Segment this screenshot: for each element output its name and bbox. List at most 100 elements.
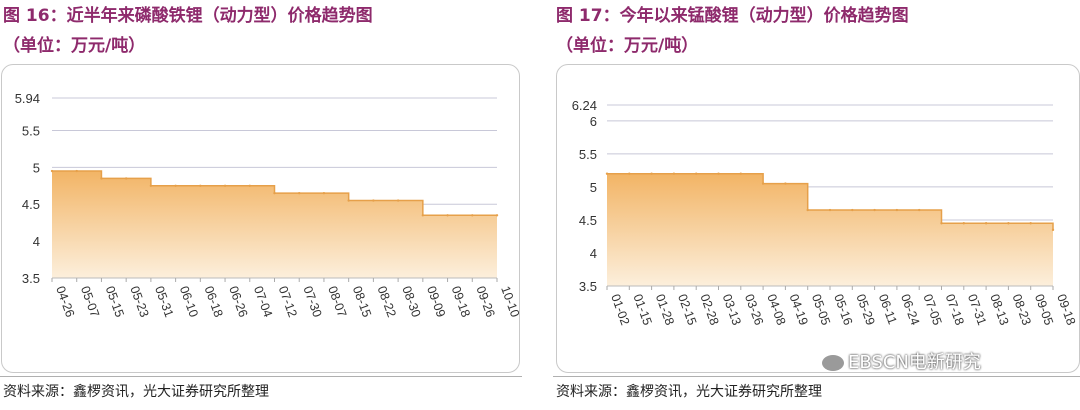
data-point bbox=[784, 182, 787, 185]
y-tick-label: 4.5 bbox=[579, 213, 597, 228]
lmo-price-chart: 6.246 5.5 5 4.5 4 3.5 01-0201-1501-2802-1502-2… bbox=[572, 98, 1079, 327]
data-point bbox=[605, 172, 609, 175]
price-area bbox=[52, 171, 497, 278]
data-point bbox=[322, 191, 326, 195]
chart-title: 图 17：今年以来锰酸锂（动力型）价格趋势图 bbox=[556, 6, 909, 26]
x-tick-label: 06-10 bbox=[177, 284, 201, 319]
x-tick-label: 06-11 bbox=[876, 292, 900, 326]
source-divider bbox=[553, 376, 1080, 377]
watermark: EBSCN电新研究 bbox=[822, 348, 981, 374]
data-point bbox=[396, 199, 400, 202]
y-tick-label: 4 bbox=[590, 246, 597, 261]
x-tick-label: 02-15 bbox=[675, 292, 699, 327]
x-tick-label: 07-31 bbox=[965, 292, 989, 327]
x-tick-label: 07-05 bbox=[920, 292, 944, 327]
source-note: 资料来源：鑫椤资讯，光大证券研究所整理 bbox=[556, 384, 822, 400]
x-tick-label: 09-18 bbox=[449, 284, 473, 319]
data-point bbox=[149, 184, 153, 187]
lfp-price-chart: 5.94 5.5 5 4.5 4 3.5 04-26 05-07 05-15 05-23 05-31… bbox=[15, 91, 522, 319]
x-tick-label: 03-13 bbox=[720, 292, 744, 327]
y-tick-label: 5 bbox=[590, 180, 597, 195]
wechat-icon bbox=[822, 355, 844, 371]
x-tick-label: 09-26 bbox=[473, 284, 497, 319]
data-point bbox=[1051, 228, 1055, 232]
data-point bbox=[372, 199, 375, 202]
x-tick-label: 05-29 bbox=[853, 292, 877, 327]
data-point bbox=[717, 172, 720, 175]
x-tick-label: 07-04 bbox=[251, 284, 275, 319]
x-tick-label: 05-15 bbox=[103, 284, 127, 319]
data-point bbox=[873, 208, 876, 212]
x-tick-label: 08-15 bbox=[350, 284, 374, 319]
chart-panel-lfp: 图 16：近半年来磷酸铁锂（动力型）价格趋势图 （单位：万元/吨） 5.94 5.… bbox=[0, 0, 522, 410]
x-tick-label: 08-13 bbox=[987, 292, 1011, 327]
chart-title: 图 16：近半年来磷酸铁锂（动力型）价格趋势图 bbox=[3, 6, 373, 26]
chart-panel-lmo: 图 17：今年以来锰酸锂（动力型）价格趋势图 （单位：万元/吨） 6.24 6 5.… bbox=[553, 0, 1080, 410]
x-tick-label: 03-26 bbox=[742, 292, 766, 327]
x-tick-label: 07-30 bbox=[300, 284, 324, 319]
data-point bbox=[1007, 222, 1010, 225]
y-tick-label: 5.94 bbox=[15, 91, 40, 106]
x-tick-label: 08-07 bbox=[325, 284, 349, 319]
x-tick-label: 07-18 bbox=[943, 292, 967, 327]
data-point bbox=[828, 208, 832, 212]
data-point bbox=[739, 172, 742, 175]
x-tick-label: 04-08 bbox=[764, 292, 788, 327]
data-point bbox=[940, 222, 943, 225]
x-tick-label: 05-31 bbox=[152, 284, 176, 319]
data-point bbox=[75, 169, 78, 173]
x-tick-label: 06-18 bbox=[202, 284, 226, 319]
data-point bbox=[1029, 222, 1032, 225]
y-tick-label: 6 bbox=[590, 114, 597, 129]
x-tick-label: 09-05 bbox=[1032, 292, 1056, 327]
x-tick-label: 01-15 bbox=[630, 292, 654, 327]
data-point bbox=[984, 222, 988, 225]
data-point bbox=[421, 214, 425, 217]
x-tick-label: 08-23 bbox=[1010, 292, 1034, 327]
x-tick-label: 10-10 bbox=[498, 284, 522, 319]
data-point bbox=[174, 184, 177, 187]
chart-subtitle: （单位：万元/吨） bbox=[3, 36, 146, 56]
x-tick-label: 02-28 bbox=[697, 292, 721, 327]
data-point bbox=[695, 172, 698, 175]
data-point bbox=[471, 214, 474, 217]
x-tick-label: 06-24 bbox=[898, 292, 922, 327]
chart-subtitle: （单位：万元/吨） bbox=[556, 36, 699, 56]
x-tick-label: 04-19 bbox=[787, 292, 811, 327]
x-tick-label: 05-07 bbox=[78, 284, 102, 319]
data-point bbox=[298, 191, 301, 195]
price-area bbox=[607, 173, 1053, 286]
x-tick-label: 08-30 bbox=[399, 284, 423, 319]
data-point bbox=[446, 214, 449, 217]
watermark-text: EBSCN电新研究 bbox=[848, 352, 981, 373]
data-point bbox=[761, 182, 765, 185]
data-point bbox=[806, 208, 809, 212]
data-point bbox=[962, 222, 965, 225]
x-tick-label: 09-09 bbox=[424, 284, 448, 319]
data-point bbox=[124, 177, 128, 180]
source-note: 资料来源：鑫椤资讯，光大证券研究所整理 bbox=[3, 384, 269, 400]
y-tick-label: 5.5 bbox=[22, 123, 40, 138]
y-tick-label: 3.5 bbox=[22, 271, 40, 286]
source-divider bbox=[0, 376, 522, 377]
data-point bbox=[672, 172, 676, 175]
data-point bbox=[50, 169, 54, 173]
data-point bbox=[347, 199, 350, 202]
data-point bbox=[223, 184, 227, 187]
y-tick-label: 6.24 bbox=[572, 98, 597, 113]
data-point bbox=[918, 208, 921, 212]
data-point bbox=[495, 214, 499, 217]
y-tick-label: 5.5 bbox=[579, 147, 597, 162]
data-point bbox=[100, 177, 103, 180]
x-tick-label: 08-22 bbox=[375, 284, 399, 319]
y-tick-label: 5 bbox=[33, 160, 40, 175]
x-tick-label: 05-16 bbox=[831, 292, 855, 327]
x-tick-label: 01-28 bbox=[653, 292, 677, 327]
x-tick-label: 05-05 bbox=[809, 292, 833, 327]
data-point bbox=[628, 172, 631, 175]
y-tick-label: 4.5 bbox=[22, 197, 40, 212]
x-tick-label: 04-26 bbox=[53, 284, 77, 319]
data-point bbox=[248, 184, 251, 187]
x-tick-label: 01-02 bbox=[608, 292, 632, 327]
x-tick-label: 07-12 bbox=[276, 284, 300, 319]
